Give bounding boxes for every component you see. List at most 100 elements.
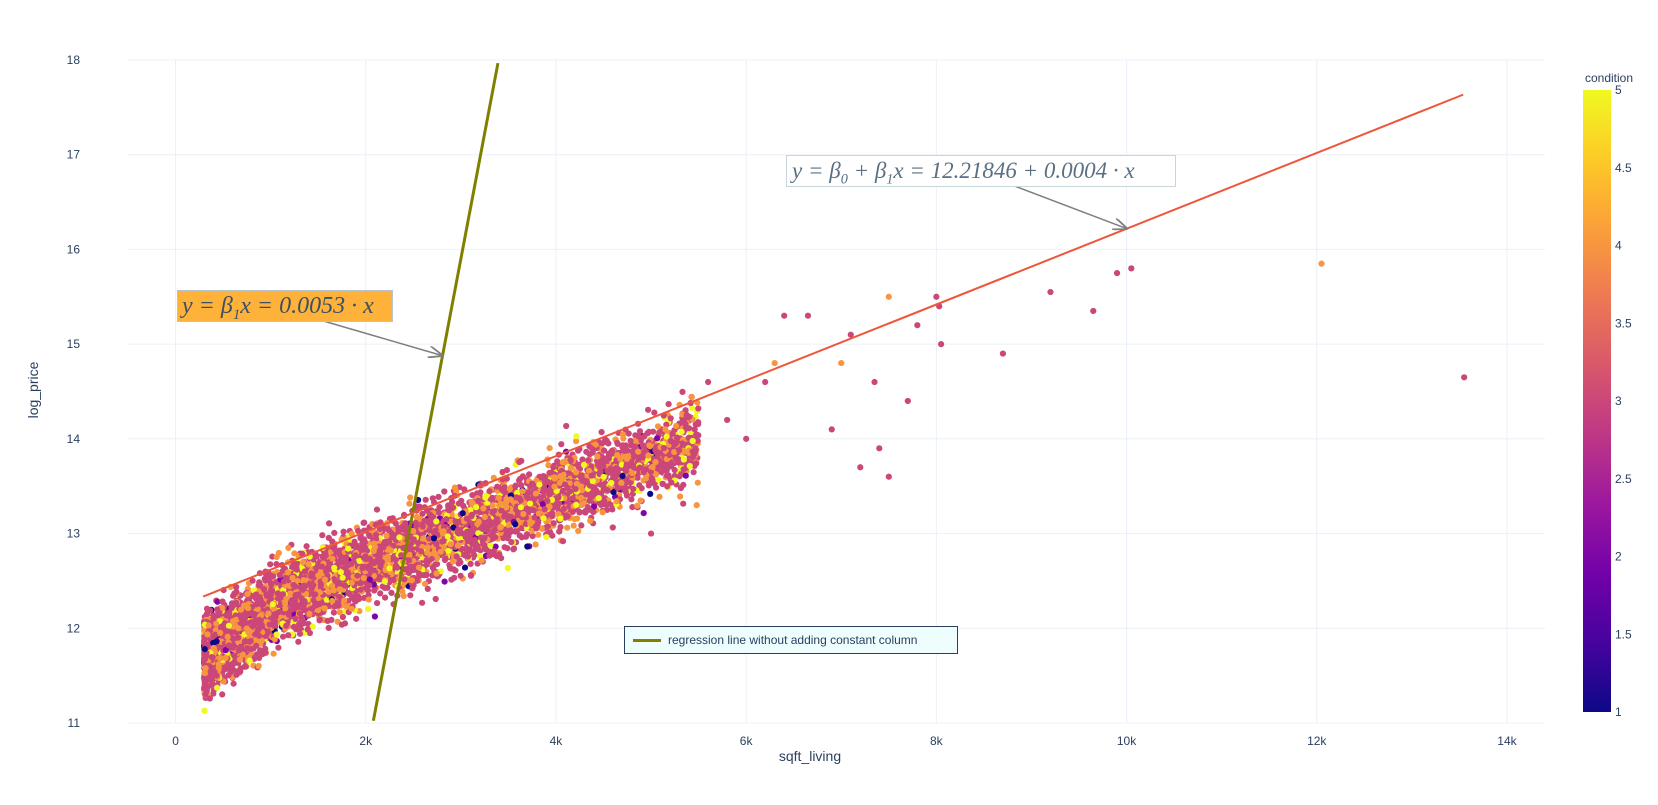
data-point <box>295 639 301 645</box>
data-point <box>645 407 651 413</box>
data-point <box>689 394 695 400</box>
data-point <box>201 708 207 714</box>
data-point <box>693 460 699 466</box>
data-point <box>248 638 254 644</box>
data-point <box>546 470 552 476</box>
data-point <box>565 513 571 519</box>
data-point <box>282 605 288 611</box>
data-point <box>589 473 595 479</box>
data-point <box>692 426 698 432</box>
data-point <box>468 561 474 567</box>
data-point <box>414 514 420 520</box>
data-point <box>590 484 596 490</box>
data-point <box>202 681 208 687</box>
data-point <box>597 465 603 471</box>
data-point <box>499 486 505 492</box>
data-point <box>423 572 429 578</box>
data-point <box>275 645 281 651</box>
data-point <box>540 473 546 479</box>
data-point <box>244 645 250 651</box>
data-point <box>423 497 429 503</box>
data-point <box>587 518 593 524</box>
data-point <box>386 527 392 533</box>
data-point <box>366 597 372 603</box>
data-point <box>366 582 372 588</box>
data-point <box>407 552 413 558</box>
data-point <box>683 473 689 479</box>
data-point <box>438 549 444 555</box>
data-point <box>374 600 380 606</box>
data-point <box>441 488 447 494</box>
data-point <box>323 568 329 574</box>
data-point <box>388 590 394 596</box>
data-point <box>523 534 529 540</box>
data-point <box>406 501 412 507</box>
data-point <box>213 621 219 627</box>
data-point <box>425 586 431 592</box>
data-point <box>300 559 306 565</box>
data-point <box>312 591 318 597</box>
data-point <box>507 486 513 492</box>
data-point <box>219 598 225 604</box>
data-point <box>465 554 471 560</box>
data-point <box>341 529 347 535</box>
data-point <box>647 491 653 497</box>
data-point <box>656 429 662 435</box>
data-point <box>564 525 570 531</box>
data-point <box>646 482 652 488</box>
data-point <box>651 410 657 416</box>
data-point <box>691 469 697 475</box>
data-point <box>359 565 365 571</box>
data-point <box>329 556 335 562</box>
data-point <box>508 539 514 545</box>
data-point <box>695 419 701 425</box>
data-point <box>552 475 558 481</box>
data-point <box>291 550 297 556</box>
data-point <box>231 636 237 642</box>
data-point <box>283 623 289 629</box>
data-point <box>407 494 413 500</box>
data-point <box>331 610 337 616</box>
data-point <box>442 579 448 585</box>
data-point <box>435 494 441 500</box>
data-point <box>382 595 388 601</box>
data-point <box>361 575 367 581</box>
data-point <box>639 485 645 491</box>
data-point <box>231 681 237 687</box>
data-point <box>223 628 229 634</box>
data-point <box>329 598 335 604</box>
data-point <box>297 622 303 628</box>
data-point <box>304 543 310 549</box>
data-point <box>630 486 636 492</box>
data-point <box>634 503 640 509</box>
data-point <box>504 467 510 473</box>
data-point <box>297 631 303 637</box>
data-point <box>608 480 614 486</box>
data-point <box>431 530 437 536</box>
data-point <box>335 602 341 608</box>
data-point <box>583 449 589 455</box>
data-point <box>297 610 303 616</box>
data-point <box>256 663 262 669</box>
data-point <box>550 464 556 470</box>
data-point <box>401 576 407 582</box>
data-point <box>563 423 569 429</box>
data-point <box>242 638 248 644</box>
data-point <box>462 565 468 571</box>
data-point <box>677 493 683 499</box>
data-point <box>214 606 220 612</box>
data-point <box>280 591 286 597</box>
data-point <box>291 624 297 630</box>
data-point <box>468 572 474 578</box>
data-point <box>361 520 367 526</box>
data-point <box>390 533 396 539</box>
data-point <box>491 548 497 554</box>
data-point <box>600 509 606 515</box>
data-point <box>570 495 576 501</box>
data-point <box>436 510 442 516</box>
data-point <box>678 485 684 491</box>
data-point <box>457 559 463 565</box>
data-point <box>581 462 587 468</box>
data-point <box>443 556 449 562</box>
data-point <box>549 533 555 539</box>
